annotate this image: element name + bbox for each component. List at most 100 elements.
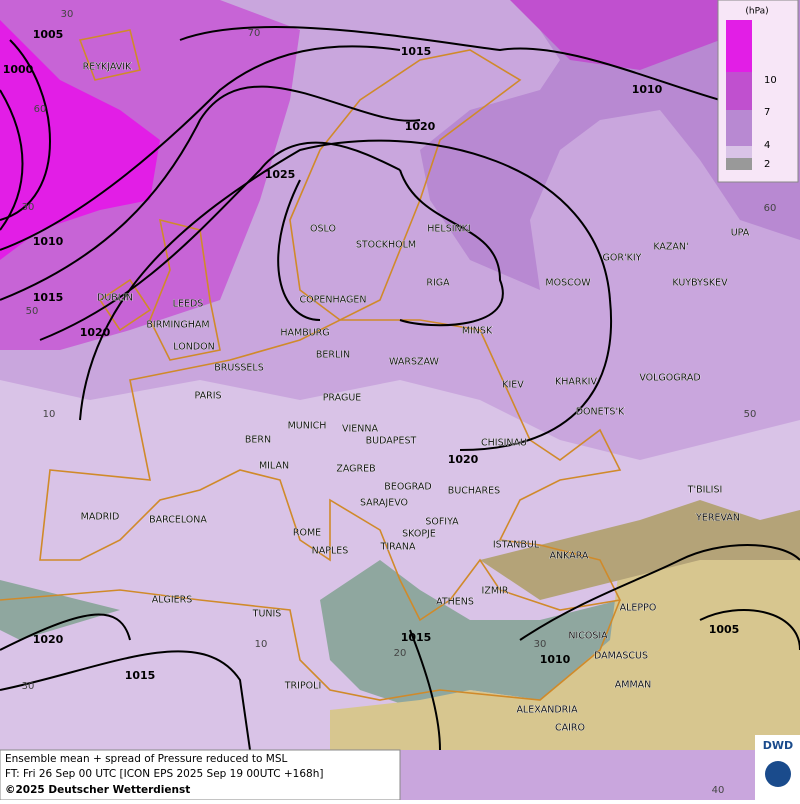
city-label: T'BILISI: [687, 485, 723, 496]
isobar-label: 1010: [33, 235, 64, 248]
city-label: DONETS'K: [576, 407, 625, 418]
city-label: RIGA: [426, 278, 450, 289]
city-label: MUNICH: [288, 421, 327, 432]
isobar-label: 1020: [405, 120, 436, 133]
city-label: VIENNA: [342, 424, 379, 435]
city-label: BARCELONA: [149, 515, 207, 526]
legend-swatch: [726, 110, 752, 146]
city-label: BIRMINGHAM: [146, 320, 209, 331]
city-label: CAIRO: [555, 723, 585, 734]
city-label: MADRID: [81, 512, 120, 523]
graticule-label: 60: [764, 203, 777, 214]
legend-label: 4: [764, 140, 770, 151]
city-label: STOCKHOLM: [356, 240, 416, 251]
legend-unit: (hPa): [745, 7, 768, 17]
graticule-label: 10: [255, 639, 268, 650]
legend-swatch: [726, 146, 752, 158]
city-label: TRIPOLI: [284, 681, 322, 692]
city-label: HELSINKI: [427, 224, 470, 235]
city-label: YEREVAN: [695, 513, 740, 524]
graticule-label: 30: [22, 681, 35, 692]
city-label: ANKARA: [550, 551, 589, 562]
city-label: KIEV: [502, 380, 524, 391]
city-label: PRAGUE: [323, 393, 362, 404]
city-label: BERN: [245, 435, 271, 446]
city-label: ALGIERS: [152, 595, 193, 606]
caption-title: Ensemble mean + spread of Pressure reduc…: [5, 753, 288, 765]
city-label: BRUSSELS: [214, 363, 263, 374]
city-label: KUYBYSKEV: [672, 278, 728, 289]
city-label: VOLGOGRAD: [639, 373, 700, 384]
isobar-label: 1020: [80, 326, 111, 339]
city-label: IZMIR: [482, 586, 509, 597]
city-label: WARSZAW: [389, 357, 439, 368]
graticule-label: 30: [534, 639, 547, 650]
city-label: SOFIYA: [425, 517, 459, 528]
graticule-label: 50: [744, 409, 757, 420]
city-label: ROME: [293, 528, 321, 539]
isobars: [0, 26, 800, 751]
city-label: NICOSIA: [568, 631, 608, 642]
city-label: KHARKIV: [555, 377, 598, 388]
legend-label: 2: [764, 159, 770, 170]
city-label: ATHENS: [436, 597, 474, 608]
legend-swatch: [726, 72, 752, 110]
city-label: MOSCOW: [545, 278, 591, 289]
isobar-label: 1010: [632, 83, 663, 96]
city-label: GOR'KIY: [603, 253, 642, 264]
logo: DWD: [763, 739, 793, 752]
isobar-label: 1020: [448, 453, 479, 466]
isobar-label: 1015: [401, 631, 432, 644]
city-label: TIRANA: [380, 542, 416, 553]
city-label: ALEPPO: [620, 603, 657, 614]
isobar-label: 1005: [709, 623, 740, 636]
graticule-label: 10: [43, 409, 56, 420]
city-label: UPA: [731, 228, 750, 239]
city-label: HAMBURG: [280, 328, 329, 339]
caption-box: [0, 749, 401, 801]
city-label: TUNIS: [252, 609, 282, 620]
city-label: BEOGRAD: [384, 482, 431, 493]
isobar-label: 1015: [401, 45, 432, 58]
city-label: ISTANBUL: [493, 540, 540, 551]
graticule-label: 20: [394, 648, 407, 659]
spread-high: [0, 20, 160, 260]
spread-zone: [0, 0, 800, 290]
city-label: COPENHAGEN: [300, 295, 367, 306]
logo-icon: [765, 761, 791, 787]
legend-swatch: [726, 20, 752, 72]
city-label: ALEXANDRIA: [516, 705, 578, 716]
city-label: DUBLIN: [97, 293, 133, 304]
city-label: NAPLES: [312, 546, 349, 557]
city-label: DAMASCUS: [594, 651, 648, 662]
coastlines: [0, 29, 622, 701]
isobar-label: 1020: [33, 633, 64, 646]
land-terrain: [480, 500, 800, 600]
graticule-label: 60: [34, 104, 47, 115]
land-terrain: [330, 530, 800, 750]
legend: (hPa): [717, 0, 799, 183]
city-label: LONDON: [173, 342, 214, 353]
caption-time: FT: Fri 26 Sep 00 UTC [ICON EPS 2025 Sep…: [5, 768, 323, 780]
city-label: AMMAN: [615, 680, 652, 691]
caption-copyright: ©2025 Deutscher Wetterdienst: [5, 784, 190, 796]
city-label: LEEDS: [173, 299, 204, 310]
city-label: SKOPJE: [402, 529, 436, 540]
city-label: CHISINAU: [481, 438, 527, 449]
city-label: REYKJAVIK: [83, 62, 132, 73]
isobar-label: 1010: [540, 653, 571, 666]
city-label: BUDAPEST: [366, 436, 417, 447]
graticule-label: 50: [26, 306, 39, 317]
city-label: SARAJEVO: [360, 498, 408, 509]
graticule-label: 70: [248, 28, 261, 39]
sea: [320, 560, 640, 710]
legend-swatch: [726, 158, 752, 170]
city-label: BERLIN: [316, 350, 350, 361]
graticule-label: 30: [61, 9, 74, 20]
sea: [0, 580, 120, 640]
graticule-label: 30: [22, 202, 35, 213]
isobar-label: 1025: [265, 168, 296, 181]
graticule-label: 40: [712, 785, 725, 796]
legend-label: 10: [764, 75, 777, 86]
